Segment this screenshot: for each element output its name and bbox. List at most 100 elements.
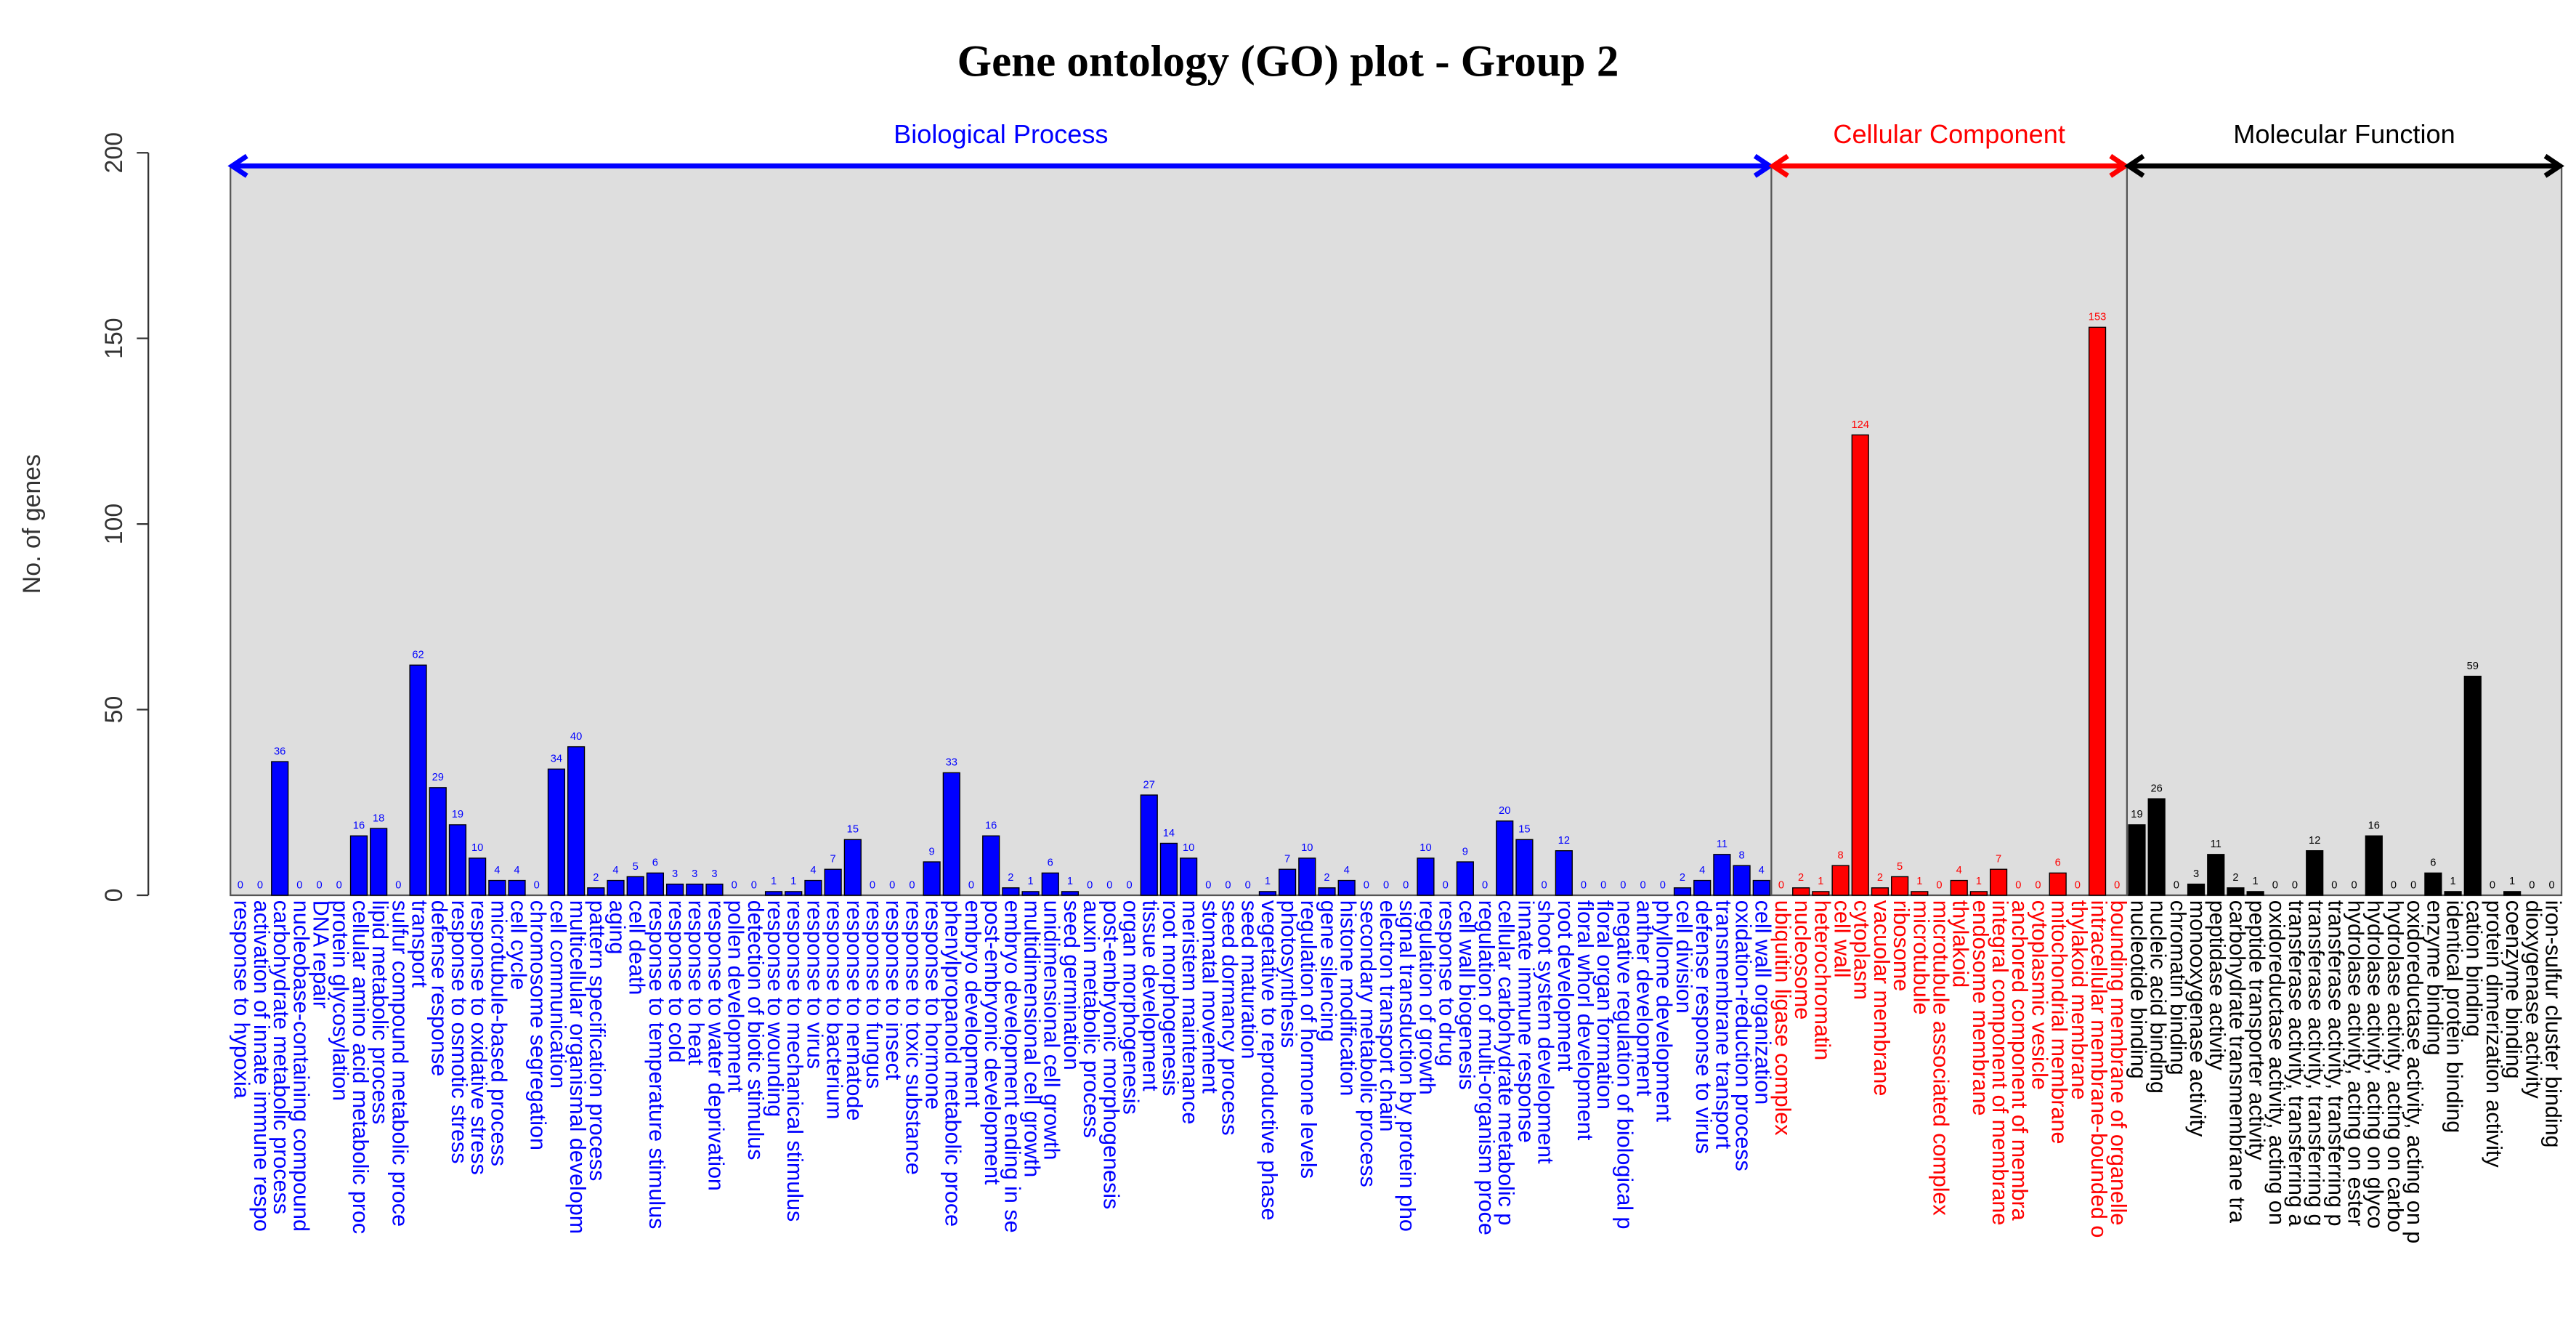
bar	[1871, 887, 1890, 896]
x-tick-label: oxidation-reduction process	[1731, 900, 1756, 1171]
x-tick-label: phenylpropanoid metabolic proce	[941, 900, 965, 1227]
x-tick-label: negative regulation of biological p	[1612, 900, 1637, 1230]
value-label: 19	[452, 809, 463, 820]
value-label: 10	[1301, 842, 1313, 854]
value-label: 6	[2055, 857, 2061, 869]
bar	[1792, 887, 1810, 896]
value-label: 15	[847, 824, 859, 836]
bar	[409, 664, 427, 896]
y-tick-label: 50	[100, 696, 128, 724]
x-tick-label: nucleotide binding	[2126, 900, 2150, 1079]
x-tick-label: transferase activity, transferring g	[2304, 900, 2328, 1227]
x-tick-label: protein dimerization activity	[2482, 900, 2506, 1168]
x-tick-label: hydrolase activity, acting on carbo	[2383, 900, 2407, 1232]
value-label: 8	[1738, 849, 1744, 861]
y-tick-label: 0	[100, 889, 128, 903]
value-label: 26	[2150, 783, 2162, 794]
value-label: 0	[870, 879, 875, 891]
x-tick-label: shoot system development	[1534, 900, 1558, 1164]
value-label: 0	[1403, 879, 1409, 891]
value-label: 4	[1956, 865, 1962, 876]
bar	[705, 883, 724, 896]
value-label: 0	[238, 879, 243, 891]
bar	[271, 761, 289, 896]
arrow-head	[2543, 153, 2564, 178]
value-label: 0	[1126, 879, 1132, 891]
x-tick-label: organ morphogenesis	[1118, 900, 1143, 1115]
value-label: 20	[1499, 805, 1510, 817]
x-tick-label: floral whorl development	[1573, 900, 1597, 1141]
x-tick-label: aging	[604, 900, 629, 955]
value-label: 16	[2368, 820, 2380, 832]
bar	[1891, 876, 1909, 896]
y-tick-label: 100	[100, 504, 128, 545]
value-label: 0	[1542, 879, 1547, 891]
value-label: 0	[2331, 879, 2337, 891]
x-tick-label: cytoplasm	[1850, 900, 1874, 1000]
bar	[448, 824, 467, 896]
value-label: 0	[296, 879, 302, 891]
value-label: 0	[751, 879, 757, 891]
bar	[1713, 854, 1731, 896]
x-tick-label: vegetative to reproductive phase	[1257, 900, 1281, 1221]
value-label: 1	[1916, 876, 1922, 887]
bar	[1831, 865, 1850, 896]
value-label: 0	[1581, 879, 1587, 891]
x-tick-label: gene silencing	[1316, 900, 1340, 1042]
chart-title: Gene ontology (GO) plot - Group 2	[957, 37, 1619, 86]
value-label: 153	[2089, 312, 2107, 323]
bar	[1733, 865, 1751, 896]
value-label: 9	[929, 846, 935, 857]
value-label: 0	[2548, 879, 2554, 891]
value-label: 16	[985, 820, 997, 832]
bar	[1673, 887, 1692, 896]
bar	[1456, 861, 1474, 896]
value-label: 0	[2529, 879, 2535, 891]
x-tick-label: response to hormone	[921, 900, 946, 1110]
bar	[1496, 820, 1514, 896]
value-label: 3	[692, 868, 697, 880]
x-tick-label: hydrolase activity, acting on glyco	[2363, 900, 2388, 1229]
value-label: 4	[1344, 865, 1350, 876]
value-label: 0	[1660, 879, 1666, 891]
x-tick-label: cell wall organization	[1751, 900, 1775, 1105]
x-tick-label: cell communication	[546, 900, 570, 1089]
x-tick-label: embryo development ending in se	[1000, 900, 1024, 1233]
x-tick-label: endosome membrane	[1968, 900, 1993, 1116]
bar	[607, 879, 625, 896]
value-label: 0	[889, 879, 895, 891]
bar	[587, 887, 605, 896]
value-label: 0	[1245, 879, 1251, 891]
x-tick-label: cation binding	[2462, 900, 2487, 1037]
x-tick-label: iron-sulfur cluster binding	[2540, 900, 2565, 1148]
value-label: 0	[534, 879, 540, 891]
value-label: 5	[1897, 861, 1903, 873]
x-tick-label: defense response to virus	[1691, 900, 1716, 1154]
value-label: 29	[432, 772, 444, 783]
x-tick-label: phyllome development	[1652, 900, 1677, 1123]
x-tick-label: thylakoid	[1948, 900, 1973, 988]
bar	[547, 768, 566, 896]
x-tick-label: root morphogenesis	[1158, 900, 1183, 1097]
x-tick-label: embryo development	[960, 900, 985, 1107]
value-label: 9	[1462, 846, 1468, 857]
group-label: Biological Process	[894, 119, 1108, 149]
bar	[843, 839, 862, 896]
x-tick-label: unidimensional cell growth	[1040, 900, 1064, 1160]
value-label: 0	[2490, 879, 2495, 891]
value-label: 1	[1067, 876, 1073, 887]
value-label: 6	[652, 857, 658, 869]
value-label: 4	[1699, 865, 1705, 876]
bar	[1140, 794, 1158, 896]
group-label: Molecular Function	[2233, 119, 2455, 149]
value-label: 0	[316, 879, 322, 891]
arrow-head	[2124, 153, 2145, 178]
value-label: 2	[593, 872, 599, 884]
x-tick-label: signal transduction by protein pho	[1395, 900, 1419, 1232]
bar	[349, 835, 368, 896]
value-label: 4	[612, 865, 618, 876]
x-tick-label: response to water deprivation	[703, 900, 728, 1191]
value-label: 59	[2467, 661, 2479, 672]
x-tick-label: regulation of multi-organism proce	[1474, 900, 1499, 1235]
x-tick-label: mitochondrial membrane	[2047, 900, 2072, 1145]
